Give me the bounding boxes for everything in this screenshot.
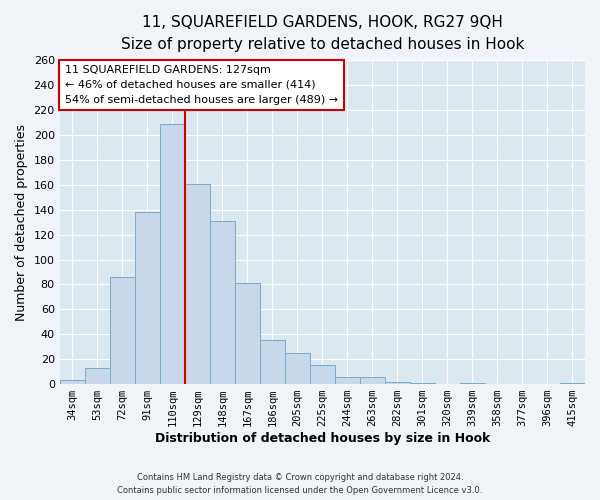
Bar <box>260 340 285 384</box>
Title: 11, SQUAREFIELD GARDENS, HOOK, RG27 9QH
Size of property relative to detached ho: 11, SQUAREFIELD GARDENS, HOOK, RG27 9QH … <box>121 15 524 52</box>
Bar <box>85 368 110 384</box>
Text: Contains HM Land Registry data © Crown copyright and database right 2024.
Contai: Contains HM Land Registry data © Crown c… <box>118 474 482 495</box>
Bar <box>210 221 235 384</box>
Bar <box>335 376 360 384</box>
X-axis label: Distribution of detached houses by size in Hook: Distribution of detached houses by size … <box>155 432 490 445</box>
Bar <box>460 383 485 384</box>
Bar <box>235 283 260 384</box>
Bar <box>285 353 310 384</box>
Bar <box>310 366 335 384</box>
Bar <box>385 382 410 384</box>
Bar <box>360 376 385 384</box>
Bar <box>59 380 85 384</box>
Bar <box>185 184 210 384</box>
Bar <box>410 383 435 384</box>
Y-axis label: Number of detached properties: Number of detached properties <box>15 124 28 320</box>
Text: 11 SQUAREFIELD GARDENS: 127sqm
← 46% of detached houses are smaller (414)
54% of: 11 SQUAREFIELD GARDENS: 127sqm ← 46% of … <box>65 65 338 105</box>
Bar <box>560 383 585 384</box>
Bar <box>110 277 135 384</box>
Bar <box>160 124 185 384</box>
Bar <box>135 212 160 384</box>
